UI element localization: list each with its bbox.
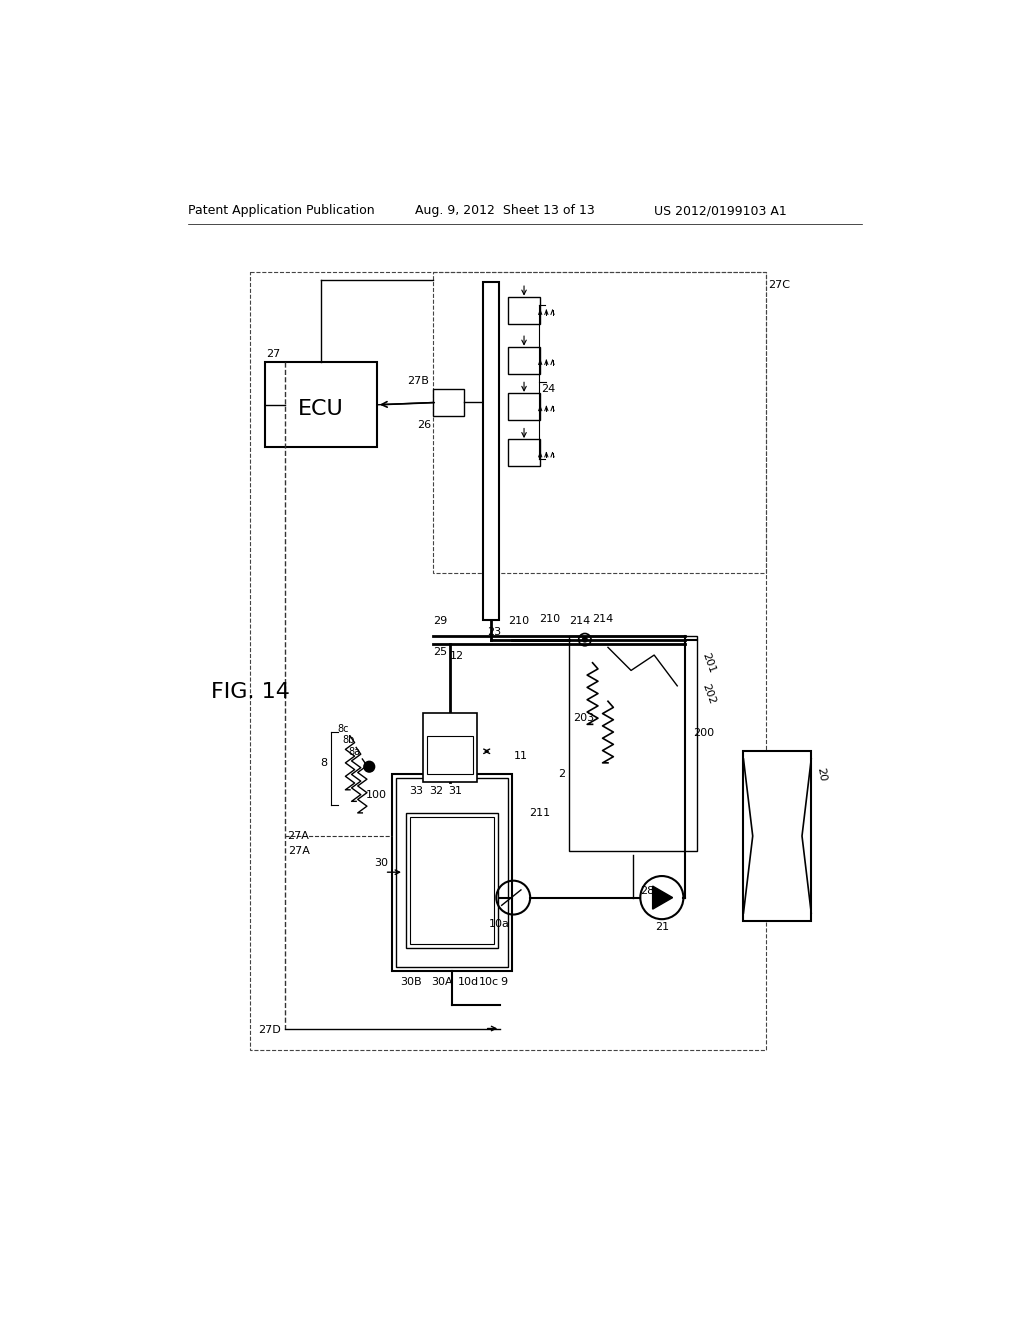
Text: 32: 32	[429, 785, 443, 796]
Text: 202: 202	[700, 682, 717, 705]
Bar	[265, 363, 377, 447]
Text: 28: 28	[640, 886, 654, 896]
Text: 25: 25	[433, 647, 447, 657]
Text: 27B: 27B	[408, 376, 429, 385]
Circle shape	[364, 762, 375, 772]
Bar	[508, 440, 541, 466]
Text: 8a: 8a	[348, 747, 360, 756]
Bar	[743, 751, 811, 921]
Text: 27A: 27A	[289, 846, 310, 857]
Text: 100: 100	[366, 789, 386, 800]
Bar	[508, 297, 541, 323]
Text: 20: 20	[815, 767, 827, 783]
Text: FIG. 14: FIG. 14	[211, 682, 290, 702]
Bar	[508, 393, 541, 420]
Text: 27A: 27A	[287, 832, 309, 841]
Text: 200: 200	[692, 729, 714, 738]
Bar	[427, 737, 473, 775]
Text: 203: 203	[573, 713, 595, 723]
Circle shape	[583, 638, 587, 642]
Bar	[407, 813, 498, 948]
Text: Patent Application Publication: Patent Application Publication	[188, 205, 375, 218]
Text: 24: 24	[541, 384, 555, 395]
Text: Aug. 9, 2012  Sheet 13 of 13: Aug. 9, 2012 Sheet 13 of 13	[416, 205, 595, 218]
Text: 10d: 10d	[458, 977, 479, 987]
Bar	[427, 737, 473, 775]
Text: ECU: ECU	[298, 399, 344, 418]
Text: 9: 9	[500, 977, 507, 987]
Text: 8b: 8b	[342, 735, 354, 744]
Text: 27C: 27C	[768, 280, 791, 290]
Text: 30A: 30A	[431, 977, 453, 987]
Text: 21: 21	[654, 923, 669, 932]
Bar	[433, 272, 766, 573]
Text: 201: 201	[700, 651, 717, 675]
Text: 31: 31	[447, 785, 462, 796]
Bar	[410, 817, 494, 944]
Bar	[508, 347, 541, 374]
Text: 2: 2	[558, 770, 565, 779]
Text: 214: 214	[569, 616, 591, 626]
Bar	[410, 817, 494, 944]
Text: 30: 30	[375, 858, 388, 869]
Text: 12: 12	[451, 651, 464, 661]
Bar	[396, 779, 508, 966]
Bar	[250, 272, 766, 1051]
Text: 211: 211	[529, 808, 550, 818]
Text: 8c: 8c	[337, 723, 348, 734]
Text: 33: 33	[410, 785, 423, 796]
Text: 8: 8	[319, 758, 327, 768]
Text: 10a: 10a	[488, 919, 510, 929]
Text: 23: 23	[487, 627, 501, 636]
Text: 10c: 10c	[478, 977, 499, 987]
Bar	[569, 636, 696, 851]
Text: 26: 26	[418, 420, 432, 430]
Text: 27: 27	[266, 348, 281, 359]
Text: 27D: 27D	[258, 1024, 281, 1035]
Text: US 2012/0199103 A1: US 2012/0199103 A1	[654, 205, 786, 218]
Text: 30B: 30B	[400, 977, 422, 987]
Bar	[423, 713, 477, 781]
Bar	[392, 775, 512, 970]
Text: 210: 210	[508, 616, 529, 626]
Text: 214: 214	[593, 614, 613, 624]
Bar	[396, 779, 508, 966]
Text: 29: 29	[433, 616, 447, 626]
Text: 210: 210	[539, 614, 560, 624]
Text: 11: 11	[514, 751, 528, 762]
Polygon shape	[652, 886, 673, 909]
Bar	[483, 281, 499, 620]
Bar	[433, 389, 464, 416]
